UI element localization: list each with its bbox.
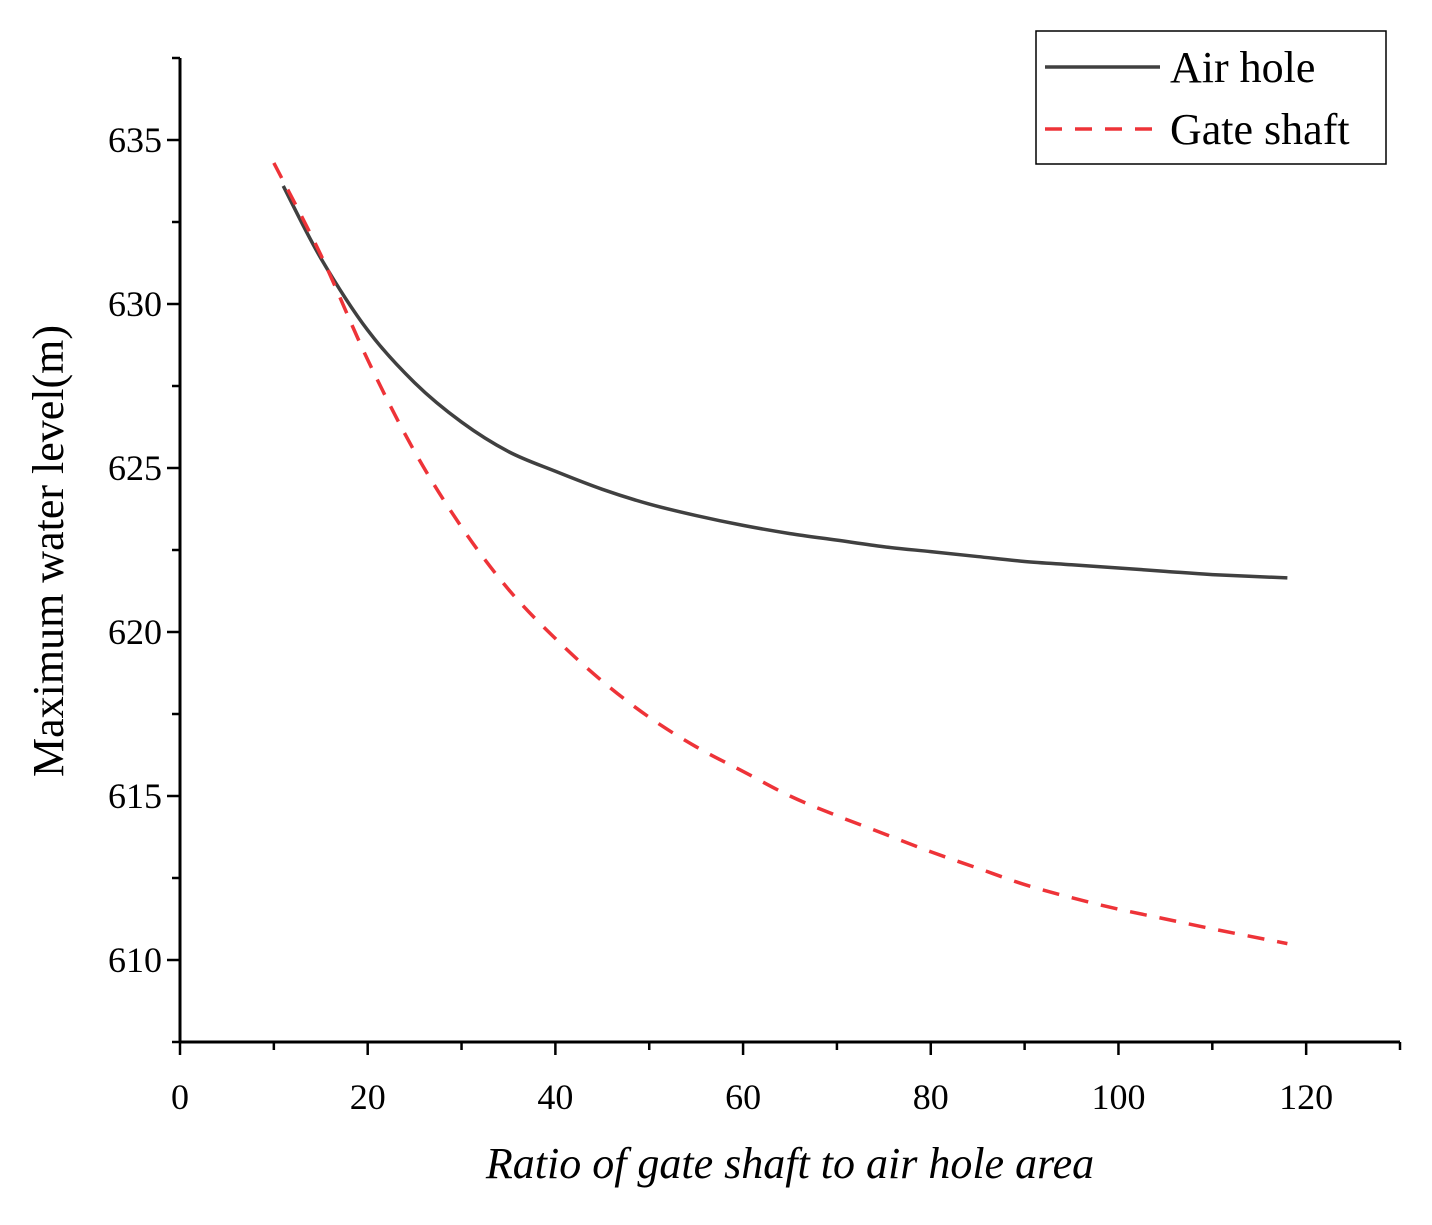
x-axis-title: Ratio of gate shaft to air hole area [485,1139,1094,1188]
axes: 610 615 620 625 630 635 0 20 40 60 80 100 120 [108,56,1402,1117]
x-tick-label: 20 [350,1077,386,1117]
series-lines [272,162,1288,946]
series-line-gate-shaft [272,162,1288,946]
y-tick-label: 620 [108,612,162,652]
x-tick-label: 100 [1091,1077,1145,1117]
x-tick-label: 0 [171,1077,189,1117]
y-tick-label: 625 [108,448,162,488]
series-line-air-hole [281,185,1288,580]
y-tick-label: 635 [108,120,162,160]
y-tick-label: 630 [108,284,162,324]
legend-label-gate-shaft: Gate shaft [1170,105,1350,154]
y-tick-label: 610 [108,940,162,980]
x-tick-label: 60 [725,1077,761,1117]
x-tick-label: 40 [537,1077,573,1117]
x-tick-label: 120 [1279,1077,1333,1117]
legend-label-air-hole: Air hole [1170,43,1315,92]
x-tick-label: 80 [913,1077,949,1117]
y-axis-title: Maximum water level(m) [24,325,73,777]
y-tick-label: 615 [108,776,162,816]
legend: Air hole Gate shaft [1035,30,1387,165]
legend-box [1035,30,1387,165]
